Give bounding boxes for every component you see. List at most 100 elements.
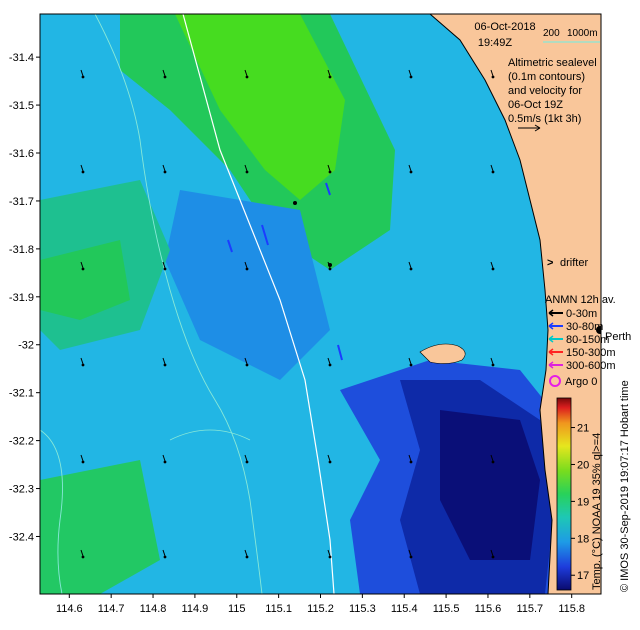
velocity-arrow	[408, 164, 412, 172]
velocity-arrow-head	[328, 267, 332, 271]
x-tick-label: 115.7	[516, 603, 543, 615]
velocity-arrow	[490, 261, 494, 269]
credit-label: © IMOS 30-Sep-2019 19:07:17 Hobart time	[619, 380, 631, 592]
legend-arrowhead	[548, 322, 554, 330]
legend-arrowhead	[548, 348, 554, 356]
velocity-scale-label: 0.5m/s (1kt 3h)	[508, 113, 581, 125]
velocity-arrow-head	[245, 555, 249, 559]
legend-label: 150-300m	[566, 347, 616, 359]
description-line-1: Altimetric sealevel	[508, 57, 597, 69]
velocity-arrow-head	[163, 363, 167, 367]
velocity-arrow-head	[409, 555, 413, 559]
velocity-arrow	[408, 357, 412, 365]
legend-arrowhead	[548, 335, 554, 343]
velocity-arrow-head	[491, 460, 495, 464]
velocity-arrow	[80, 549, 84, 557]
velocity-arrow-head	[409, 460, 413, 464]
velocity-arrow-head	[245, 75, 249, 79]
x-tick-label: 115.4	[391, 603, 418, 615]
x-tick-label: 114.6	[56, 603, 83, 615]
velocity-arrow-head	[491, 363, 495, 367]
velocity-arrow-head	[81, 555, 85, 559]
velocity-arrow	[408, 549, 412, 557]
velocity-arrow-head	[163, 267, 167, 271]
x-tick-label: 115.8	[558, 603, 585, 615]
y-tick-label: -31.7	[9, 196, 34, 208]
argo-label: Argo 0	[565, 376, 597, 388]
description-line-4: 06-Oct 19Z	[508, 99, 563, 111]
velocity-arrow	[244, 164, 248, 172]
velocity-arrow-head	[409, 267, 413, 271]
velocity-arrow	[408, 261, 412, 269]
velocity-arrow-head	[163, 75, 167, 79]
velocity-arrow-head	[81, 460, 85, 464]
velocity-arrow-head	[245, 170, 249, 174]
velocity-arrow-head	[328, 460, 332, 464]
velocity-arrow	[244, 69, 248, 77]
satellite-track-line	[182, 14, 335, 594]
y-axis: -31.4 -31.5 -31.6 -31.7 -31.8 -31.9 -32 -32.1 -3…	[9, 52, 40, 543]
legend-arrowhead	[548, 361, 554, 369]
argo-icon	[549, 375, 561, 387]
scale-bar-label: 200	[543, 28, 560, 39]
velocity-arrow-head	[409, 75, 413, 79]
x-tick-label: 114.7	[98, 603, 125, 615]
y-tick-label: -32.1	[9, 388, 34, 400]
velocity-arrow	[490, 69, 494, 77]
y-tick-label: -32.4	[9, 531, 34, 543]
coastline	[429, 14, 553, 594]
velocity-arrow-head	[328, 363, 332, 367]
velocity-scale-arrow	[518, 124, 541, 132]
description-line-2: (0.1m contours)	[508, 71, 585, 83]
velocity-arrow	[244, 549, 248, 557]
velocity-arrow	[244, 454, 248, 462]
velocity-arrow-head	[163, 460, 167, 464]
y-tick-label: -32.3	[9, 484, 34, 496]
x-tick-label: 115.3	[349, 603, 376, 615]
legend-label: 300-600m	[566, 360, 616, 372]
velocity-arrow	[162, 69, 166, 77]
place-perth: Perth	[605, 331, 631, 343]
velocity-arrow-head	[81, 267, 85, 271]
colorbar-ticks: 17 18 19 20 21	[571, 423, 589, 582]
mooring-markers	[227, 182, 601, 361]
colorbar-tick-label: 21	[577, 423, 589, 435]
time-label: 19:49Z	[478, 37, 513, 49]
velocity-arrow-head	[328, 170, 332, 174]
colorbar-label: Temp. (°C) NOAA 19 35% ql>=4	[591, 433, 603, 590]
colorbar	[556, 397, 572, 591]
velocity-arrow-head	[245, 460, 249, 464]
scale-bar-label-2: 1000m	[567, 28, 598, 39]
cool-patch-middle	[165, 190, 330, 380]
velocity-arrow-head	[245, 363, 249, 367]
velocity-arrow	[80, 164, 84, 172]
velocity-arrow	[327, 549, 331, 557]
velocity-arrow	[80, 454, 84, 462]
velocity-arrow	[327, 164, 331, 172]
green-patch-southwest	[40, 460, 160, 594]
x-tick-label: 115.2	[307, 603, 334, 615]
x-tick-label: 115	[228, 603, 246, 615]
description-line-3: and velocity for	[508, 85, 582, 97]
colorbar-tick-label: 20	[577, 459, 589, 471]
velocity-arrow-head	[491, 555, 495, 559]
x-tick-label: 115.6	[475, 603, 502, 615]
y-tick-label: -31.6	[9, 148, 34, 160]
green-core-west	[40, 240, 130, 320]
velocity-arrow	[244, 261, 248, 269]
colorbar-tick-label: 17	[577, 570, 589, 582]
velocity-arrow	[162, 164, 166, 172]
velocity-arrow-head	[409, 170, 413, 174]
velocity-arrow	[162, 549, 166, 557]
velocity-arrow	[162, 261, 166, 269]
velocity-arrow	[327, 357, 331, 365]
y-tick-label: -32	[18, 340, 34, 352]
x-axis: 114.6 114.7 114.8 114.9 115 115.1 115.2 115.3 11…	[56, 594, 585, 615]
isobath-patch	[169, 429, 251, 441]
velocity-arrow-head	[81, 75, 85, 79]
drifter-label: drifter	[560, 257, 588, 269]
date-label: 06-Oct-2018	[474, 21, 535, 33]
velocity-arrow-head	[409, 363, 413, 367]
